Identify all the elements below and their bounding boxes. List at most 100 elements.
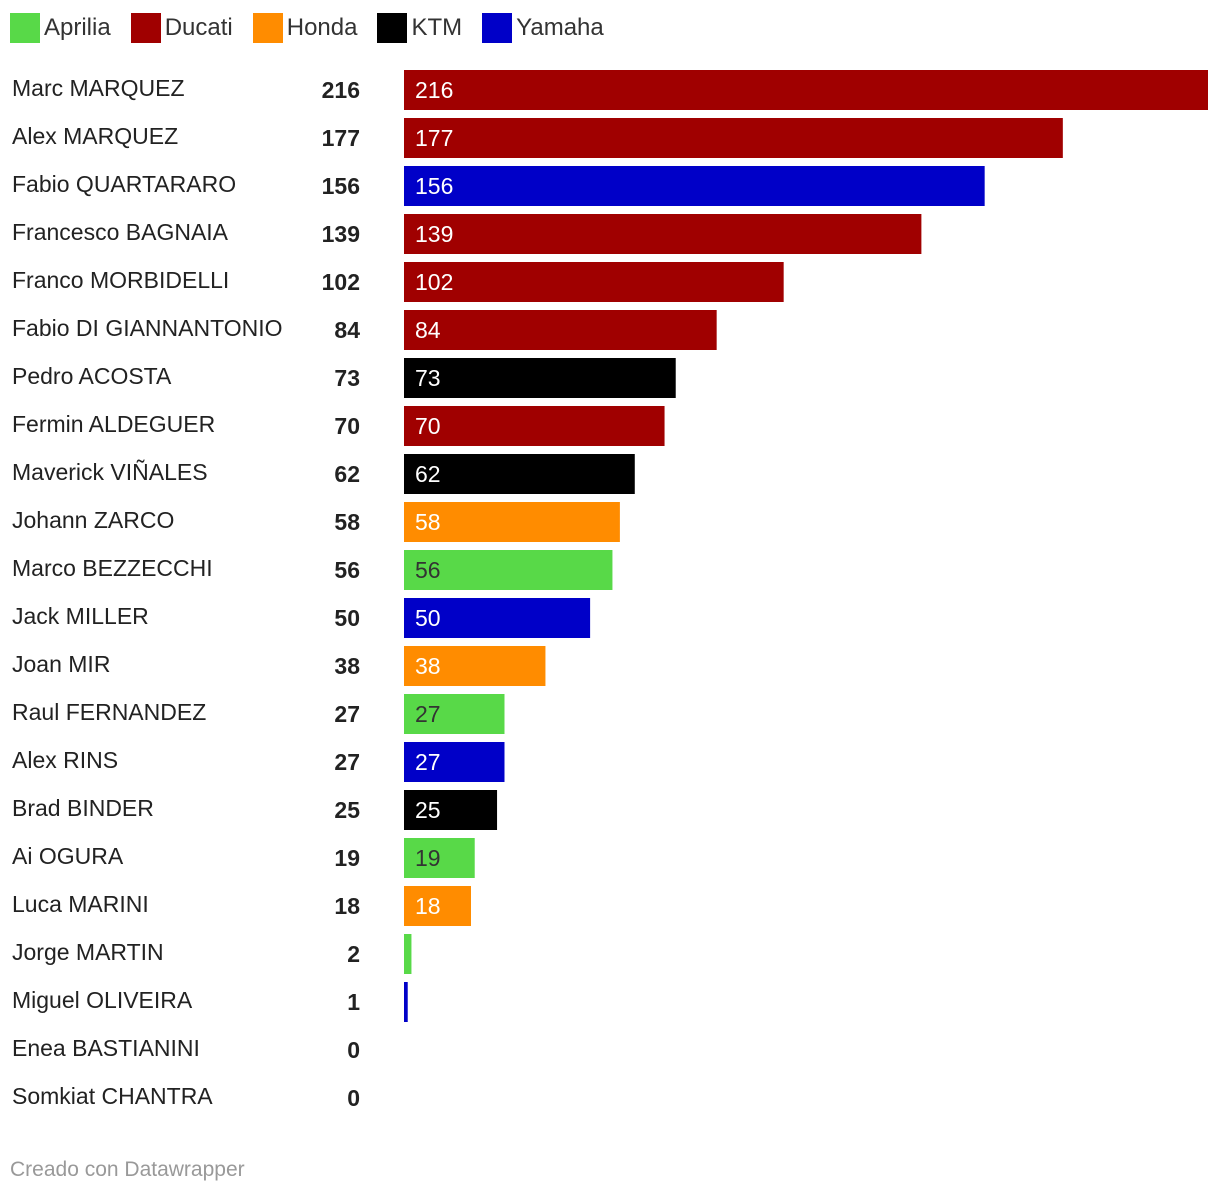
bar-ktm xyxy=(404,454,635,494)
legend-swatch xyxy=(10,13,40,43)
rider-name-label: Raul FERNANDEZ xyxy=(12,699,206,725)
legend-item-honda: Honda xyxy=(252,13,358,43)
rider-name-label: Franco MORBIDELLI xyxy=(12,267,229,293)
bar-data-label: 25 xyxy=(415,797,441,823)
legend-swatch xyxy=(252,13,283,43)
points-value-label: 102 xyxy=(322,269,360,295)
points-value-label: 0 xyxy=(347,1037,360,1063)
legend-item-ducati: Ducati xyxy=(130,13,233,43)
bar-data-label: 62 xyxy=(415,461,441,487)
rider-name-label: Luca MARINI xyxy=(12,891,149,917)
bar-honda xyxy=(404,502,620,542)
bar-data-label: 70 xyxy=(415,413,441,439)
legend-item-ktm: KTM xyxy=(377,13,462,43)
bar-data-label: 84 xyxy=(415,317,441,343)
bar-data-label: 58 xyxy=(415,509,441,535)
credit-text: Creado con Datawrapper xyxy=(10,1158,245,1181)
legend-label: Honda xyxy=(286,14,358,41)
rider-name-label: Enea BASTIANINI xyxy=(12,1035,200,1061)
bar-aprilia xyxy=(404,934,412,974)
points-value-label: 58 xyxy=(334,509,360,535)
rider-name-label: Pedro ACOSTA xyxy=(12,363,172,389)
points-value-label: 62 xyxy=(334,461,360,487)
legend-swatch xyxy=(482,13,513,43)
legend-item-yamaha: Yamaha xyxy=(482,13,604,43)
bar-honda xyxy=(404,886,471,926)
bar-ktm xyxy=(404,790,498,830)
chart-legend: Aprilia Ducati Honda KTM Yamaha xyxy=(10,12,624,44)
bar-data-label: 73 xyxy=(415,365,441,391)
points-value-label: 2 xyxy=(347,941,360,967)
rider-name-label: Ai OGURA xyxy=(12,843,124,869)
bar-data-label: 27 xyxy=(415,749,441,775)
bar-ducati xyxy=(404,70,1208,110)
bar-yamaha xyxy=(404,742,505,782)
legend-label: Yamaha xyxy=(516,14,604,41)
bar-data-label: 18 xyxy=(415,893,441,919)
bar-aprilia xyxy=(404,838,475,878)
bar-yamaha xyxy=(404,982,408,1022)
rider-name-label: Marco BEZZECCHI xyxy=(12,555,213,581)
bar-aprilia xyxy=(404,694,505,734)
points-value-label: 27 xyxy=(334,701,360,727)
bar-chart: Marc MARQUEZ 216 216 Alex MARQUEZ 177 177 Fabi… xyxy=(12,70,1208,1111)
rider-name-label: Fermin ALDEGUER xyxy=(12,411,215,437)
points-value-label: 38 xyxy=(334,653,360,679)
bar-data-label: 19 xyxy=(415,845,441,871)
rider-name-label: Alex MARQUEZ xyxy=(12,123,178,149)
bar-yamaha xyxy=(404,598,591,638)
points-value-label: 70 xyxy=(334,413,360,439)
legend-label: KTM xyxy=(411,14,463,41)
points-value-label: 73 xyxy=(334,365,360,391)
bar-yamaha xyxy=(404,166,985,206)
rider-name-label: Somkiat CHANTRA xyxy=(12,1083,213,1109)
rider-name-label: Johann ZARCO xyxy=(12,507,174,533)
bar-data-label: 56 xyxy=(415,557,441,583)
legend-swatch xyxy=(130,13,161,43)
points-value-label: 216 xyxy=(322,77,360,103)
bar-ducati xyxy=(404,214,922,254)
bar-ktm xyxy=(404,358,676,398)
rider-name-label: Jorge MARTIN xyxy=(12,939,164,965)
rider-name-label: Francesco BAGNAIA xyxy=(12,219,229,245)
points-value-label: 19 xyxy=(334,845,360,871)
rider-name-label: Marc MARQUEZ xyxy=(12,75,185,101)
points-value-label: 84 xyxy=(334,317,360,343)
rider-name-label: Maverick VIÑALES xyxy=(12,459,208,485)
bar-ducati xyxy=(404,310,717,350)
bar-data-label: 139 xyxy=(415,221,453,247)
bar-honda xyxy=(404,646,546,686)
points-value-label: 139 xyxy=(322,221,360,247)
legend-label: Aprilia xyxy=(44,14,111,41)
bar-data-label: 38 xyxy=(415,653,441,679)
rider-name-label: Joan MIR xyxy=(12,651,110,677)
bar-ducati xyxy=(404,118,1063,158)
points-value-label: 25 xyxy=(334,797,360,823)
bar-ducati xyxy=(404,262,784,302)
points-value-label: 56 xyxy=(334,557,360,583)
rider-name-label: Fabio QUARTARARO xyxy=(12,171,236,197)
rider-name-label: Jack MILLER xyxy=(12,603,149,629)
rider-name-label: Alex RINS xyxy=(12,747,118,773)
bar-data-label: 156 xyxy=(415,173,453,199)
bar-data-label: 102 xyxy=(415,269,453,295)
points-value-label: 156 xyxy=(322,173,360,199)
bar-data-label: 177 xyxy=(415,125,453,151)
legend-item-aprilia: Aprilia xyxy=(10,13,111,43)
bar-data-label: 216 xyxy=(415,77,453,103)
points-value-label: 1 xyxy=(347,989,360,1015)
points-value-label: 27 xyxy=(334,749,360,775)
bar-ducati xyxy=(404,406,665,446)
bar-data-label: 50 xyxy=(415,605,441,631)
rider-name-label: Miguel OLIVEIRA xyxy=(12,987,193,1013)
points-value-label: 0 xyxy=(347,1085,360,1111)
rider-name-label: Brad BINDER xyxy=(12,795,154,821)
points-value-label: 18 xyxy=(334,893,360,919)
bar-aprilia xyxy=(404,550,613,590)
bar-data-label: 27 xyxy=(415,701,441,727)
legend-swatch xyxy=(377,13,408,43)
points-value-label: 50 xyxy=(334,605,360,631)
legend-label: Ducati xyxy=(164,14,233,41)
points-value-label: 177 xyxy=(322,125,360,151)
rider-name-label: Fabio DI GIANNANTONIO xyxy=(12,315,283,341)
